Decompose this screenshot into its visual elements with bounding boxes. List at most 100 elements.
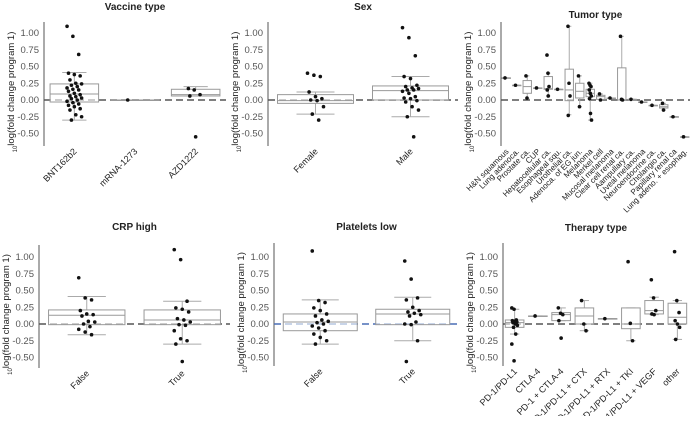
data-point <box>73 112 78 117</box>
x-tick-label: True <box>167 368 187 388</box>
data-point <box>69 118 74 122</box>
data-point <box>524 74 528 78</box>
x-tick-label: False <box>69 368 92 391</box>
y-tick-label: 0.25 <box>245 78 264 89</box>
data-point <box>639 100 644 104</box>
data-point <box>556 306 561 310</box>
panel-title: Therapy type <box>565 223 628 234</box>
data-point <box>76 102 81 106</box>
y-tick-label: 0.50 <box>478 62 497 73</box>
data-point <box>66 71 71 75</box>
data-point <box>180 359 185 364</box>
data-point <box>628 321 633 326</box>
data-point <box>72 104 77 109</box>
data-point <box>411 135 416 139</box>
y-tick-label: -0.50 <box>241 129 263 140</box>
data-point <box>305 71 310 75</box>
data-point <box>587 88 592 92</box>
data-point <box>672 249 677 254</box>
data-point <box>324 312 329 316</box>
data-point <box>80 314 84 318</box>
y-tick-label: 0.25 <box>478 78 497 89</box>
data-point <box>65 99 69 104</box>
y-tick-label: 0.50 <box>251 286 270 297</box>
y-tick-label: 0.25 <box>480 302 499 313</box>
y-tick-label: 1.00 <box>245 28 264 39</box>
data-point <box>407 91 411 96</box>
x-tick-label: Female <box>292 146 320 174</box>
data-point <box>175 316 180 321</box>
data-point <box>125 98 130 102</box>
data-point <box>89 298 94 302</box>
data-point <box>403 100 408 104</box>
data-point <box>546 71 550 75</box>
data-point <box>557 318 561 323</box>
panel-title: Sex <box>354 2 372 13</box>
y-tick-label: -0.50 <box>17 129 39 140</box>
box-iqr <box>575 82 585 99</box>
data-point <box>178 257 183 262</box>
data-point <box>78 92 82 97</box>
panel-therapy-type: Therapy type 1.00 0.75 0.50 0.25 0.00 -0.25 -0.… <box>465 223 689 421</box>
data-point <box>620 98 625 102</box>
panel-vaccine-type: Vaccine type 1.00 0.75 0.50 0.25 0.00 -0.25 -0.… <box>6 2 226 188</box>
data-point <box>71 34 75 39</box>
data-point <box>589 84 593 89</box>
data-point <box>75 84 80 89</box>
data-point <box>313 342 318 346</box>
data-point <box>675 322 680 326</box>
data-point <box>629 97 633 102</box>
y-tick-label: 0.00 <box>251 319 270 330</box>
data-point <box>71 100 75 105</box>
data-point <box>75 98 80 102</box>
data-point <box>318 74 323 79</box>
data-point <box>408 96 413 101</box>
data-point <box>405 114 410 119</box>
y-tick-label: 0.75 <box>245 45 264 56</box>
data-point <box>76 275 81 280</box>
data-point <box>650 103 654 108</box>
data-point <box>310 249 315 253</box>
y-axis-label: 10log(fold change program 1) <box>1 254 14 375</box>
panel-title: CRP high <box>112 222 157 233</box>
data-point <box>677 310 681 315</box>
data-point <box>320 96 324 101</box>
data-point <box>188 94 192 98</box>
data-point <box>312 73 316 78</box>
panel-platelets-low: Platelets low 1.00 0.75 0.50 0.25 0.00 -0.25 -0… <box>236 222 459 389</box>
data-point <box>409 322 413 327</box>
data-point <box>310 324 315 328</box>
data-point <box>65 86 69 90</box>
category-false: False <box>282 249 358 389</box>
y-tick-label: 0.00 <box>21 95 40 106</box>
y-axis-label: 10log(fold change program 1) <box>465 252 478 373</box>
box-iqr <box>48 309 126 326</box>
x-tick-label: other <box>660 366 682 388</box>
data-point <box>84 312 89 316</box>
data-point <box>180 307 185 312</box>
data-point <box>315 320 319 325</box>
data-point <box>172 328 177 333</box>
category-other: other <box>660 249 688 388</box>
data-point <box>415 83 419 88</box>
data-point <box>407 35 411 40</box>
y-tick-label: 1.00 <box>478 28 497 39</box>
y-tick-label: -0.50 <box>476 353 498 364</box>
data-point <box>415 296 420 300</box>
data-point <box>416 108 421 112</box>
data-point <box>630 338 635 343</box>
data-point <box>185 299 189 304</box>
data-point <box>588 111 593 116</box>
data-point <box>185 338 189 343</box>
data-point <box>577 104 582 109</box>
data-point <box>68 94 72 98</box>
data-point <box>402 259 407 263</box>
data-point <box>406 310 410 314</box>
data-point <box>321 104 326 109</box>
data-point <box>618 34 623 39</box>
y-tick-label: 0.50 <box>16 286 35 297</box>
data-point <box>653 308 658 313</box>
category-bnt162b2: BNT162b2 <box>41 24 100 184</box>
data-point <box>68 78 72 82</box>
